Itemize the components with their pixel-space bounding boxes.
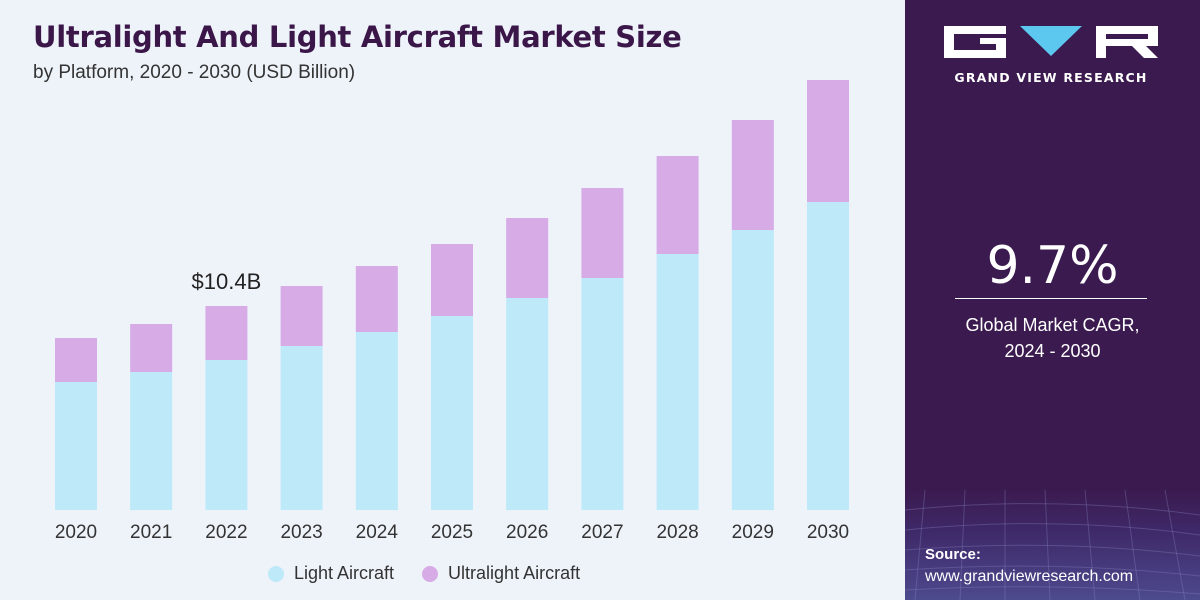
chart-panel: Ultralight And Light Aircraft Market Siz… bbox=[33, 20, 850, 584]
bar-ultralight-aircraft-2022 bbox=[205, 306, 248, 360]
legend-item-ultralight-aircraft: Ultralight Aircraft bbox=[422, 563, 580, 584]
cagr-label: Global Market CAGR, 2024 - 2030 bbox=[905, 312, 1200, 364]
wireframe-grid-decoration bbox=[905, 490, 1200, 600]
cagr-label-line2: 2024 - 2030 bbox=[1004, 341, 1101, 361]
cagr-value: 9.7% bbox=[986, 236, 1119, 296]
bar-ultralight-aircraft-2028 bbox=[656, 156, 699, 254]
legend-label-light-aircraft: Light Aircraft bbox=[294, 563, 395, 583]
bar-light-aircraft-2023 bbox=[280, 346, 323, 510]
chart-legend: Light Aircraft Ultralight Aircraft bbox=[268, 563, 608, 584]
x-tick-label-2025: 2025 bbox=[431, 522, 473, 543]
bar-light-aircraft-2026 bbox=[506, 298, 549, 510]
source-url[interactable]: www.grandviewresearch.com bbox=[925, 568, 1134, 585]
legend-label-ultralight-aircraft: Ultralight Aircraft bbox=[448, 563, 581, 583]
x-tick-label-2022: 2022 bbox=[205, 522, 247, 543]
bar-ultralight-aircraft-2020 bbox=[55, 338, 97, 382]
bar-ultralight-aircraft-2030 bbox=[807, 80, 849, 202]
bar-ultralight-aircraft-2029 bbox=[731, 120, 774, 230]
cagr-divider bbox=[955, 298, 1147, 299]
x-tick-label-2021: 2021 bbox=[130, 522, 172, 543]
sidebar-footer-background bbox=[905, 490, 1200, 600]
bar-light-aircraft-2024 bbox=[355, 332, 398, 510]
bar-chart: 2020 2021 2022 2023 2024 2025 2026 2027 2028 2029… bbox=[55, 80, 849, 543]
bar-light-aircraft-2029 bbox=[731, 230, 774, 510]
bar-light-aircraft-2030 bbox=[807, 202, 849, 510]
x-tick-label-2030: 2030 bbox=[807, 522, 849, 543]
bar-light-aircraft-2021 bbox=[130, 372, 173, 510]
brand-name: GRAND VIEW RESEARCH bbox=[954, 70, 1148, 85]
source-label: Source: bbox=[925, 546, 981, 563]
x-tick-label-2027: 2027 bbox=[581, 522, 623, 543]
legend-item-light-aircraft: Light Aircraft bbox=[268, 563, 394, 584]
x-tick-label-2026: 2026 bbox=[506, 522, 548, 543]
bar-light-aircraft-2022 bbox=[205, 360, 248, 510]
bar-light-aircraft-2028 bbox=[656, 254, 699, 510]
data-label-2022: $10.4B bbox=[192, 269, 262, 294]
chart-title: Ultralight And Light Aircraft Market Siz… bbox=[33, 20, 682, 54]
bar-light-aircraft-2020 bbox=[55, 382, 97, 510]
grand-view-research-logo: GRAND VIEW RESEARCH bbox=[940, 22, 1162, 92]
x-tick-label-2023: 2023 bbox=[280, 522, 322, 543]
legend-swatch-light-aircraft bbox=[268, 565, 284, 582]
x-tick-label-2028: 2028 bbox=[656, 522, 698, 543]
bar-ultralight-aircraft-2027 bbox=[581, 188, 624, 278]
bar-ultralight-aircraft-2025 bbox=[431, 244, 473, 316]
bar-light-aircraft-2027 bbox=[581, 278, 624, 510]
bar-ultralight-aircraft-2023 bbox=[280, 286, 323, 346]
x-tick-label-2020: 2020 bbox=[55, 522, 97, 543]
bar-light-aircraft-2025 bbox=[431, 316, 473, 510]
summary-sidebar: GRAND VIEW RESEARCH 9.7% Global Market C… bbox=[905, 0, 1200, 600]
bar-ultralight-aircraft-2024 bbox=[355, 266, 398, 332]
gvr-logo-icon bbox=[944, 26, 1158, 58]
chart-subtitle: by Platform, 2020 - 2030 (USD Billion) bbox=[33, 62, 356, 83]
bar-ultralight-aircraft-2021 bbox=[130, 324, 173, 372]
x-tick-label-2024: 2024 bbox=[356, 522, 399, 543]
cagr-label-line1: Global Market CAGR, bbox=[965, 315, 1140, 335]
x-tick-label-2029: 2029 bbox=[732, 522, 774, 543]
legend-swatch-ultralight-aircraft bbox=[422, 565, 439, 582]
bar-ultralight-aircraft-2026 bbox=[506, 218, 549, 298]
